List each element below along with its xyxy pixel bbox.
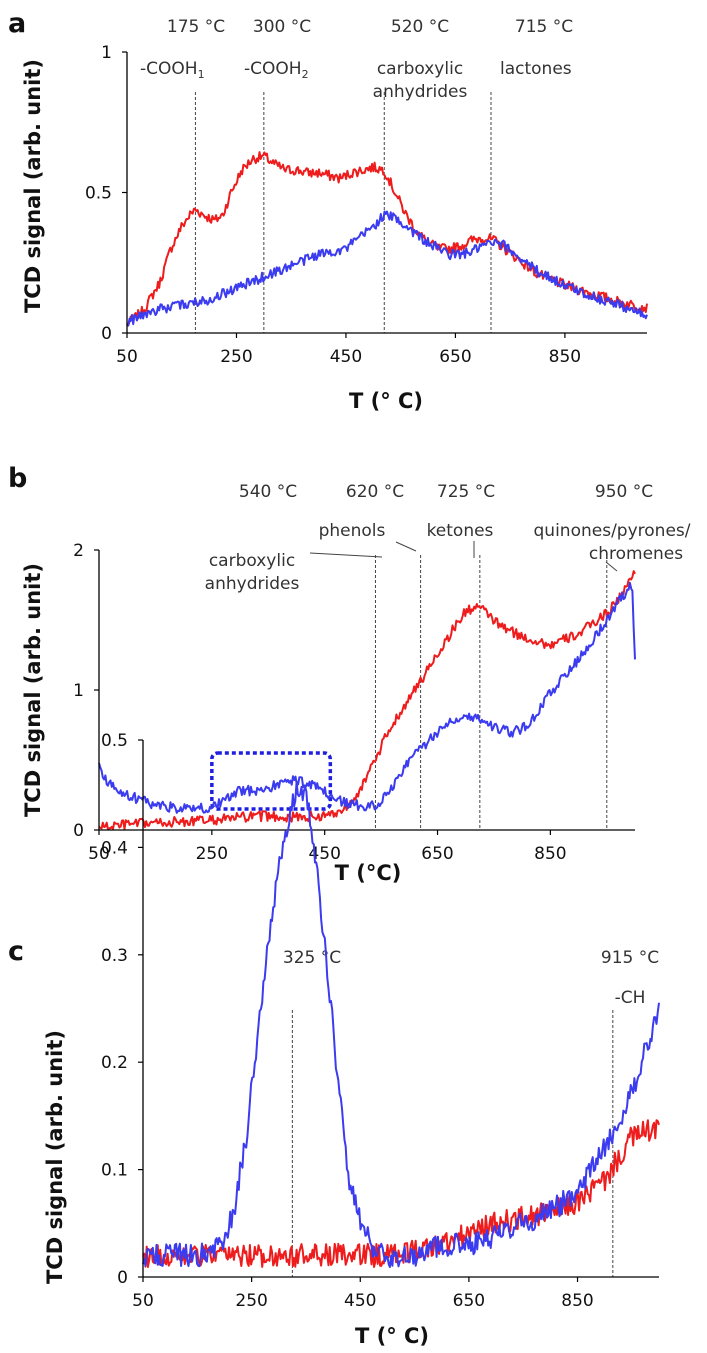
panel-label-a: a	[8, 8, 26, 39]
x-tick-label-c-1: 250	[235, 1291, 267, 1311]
marker-group-b-2: phenols	[319, 521, 386, 541]
x-axis-label-c: T (° C)	[355, 1324, 429, 1348]
marker-temp-c-1: 325 °C	[283, 948, 341, 968]
x-tick-label-b-1: 250	[196, 844, 228, 864]
x-tick-label-a-2: 450	[330, 347, 362, 367]
series-blue-b	[98, 581, 636, 814]
marker-group-a-3: carboxylic	[377, 59, 463, 79]
marker-group-b-1: carboxylic	[209, 551, 295, 571]
x-tick-label-b-3: 650	[421, 844, 453, 864]
y-axis-label-b: TCD signal (arb. unit)	[21, 563, 45, 817]
marker-temp-b-4: 950 °C	[595, 482, 653, 502]
marker-group-b-3: ketones	[427, 521, 494, 541]
marker-group-a-2: -COOH2	[244, 59, 309, 81]
x-tick-label-b-4: 850	[534, 844, 566, 864]
marker-group-a-1: -COOH1	[140, 59, 205, 81]
y-tick-label-c-3: 0.3	[101, 946, 128, 966]
x-tick-label-b-2: 450	[308, 844, 340, 864]
x-tick-label-b-0: 50	[88, 844, 110, 864]
leader-line-b-4	[605, 561, 618, 572]
leader-line-b-2	[395, 541, 417, 552]
marker-group-a-4: lactones	[500, 59, 572, 79]
marker-group-b-4: quinones/pyrones/	[534, 521, 691, 541]
y-tick-label-c-4: 0.4	[101, 838, 128, 858]
y-tick-label-c-1: 0.1	[101, 1161, 128, 1181]
marker-group-b-1b: anhydrides	[205, 574, 300, 594]
marker-temp-a-3: 520 °C	[391, 17, 449, 37]
marker-temp-a-4: 715 °C	[515, 17, 573, 37]
marker-temp-b-2: 620 °C	[346, 482, 404, 502]
panel-b: b 540 °C 620 °C 725 °C 950 °C phenols ke…	[8, 463, 691, 885]
marker-temp-a-1: 175 °C	[167, 17, 225, 37]
y-tick-label-c-0: 0	[117, 1268, 128, 1288]
y-tick-label-b-0: 0	[73, 821, 84, 841]
plot-area-a: 0 0.5 1 50 250 450 650 850	[85, 43, 648, 367]
plot-area-c: 0 0.1 0.2 0.3 0.4 0.5 50 250 450 650 850	[101, 731, 660, 1311]
panel-c: c 325 °C 915 °C -CH TCD signal (arb. uni…	[8, 731, 660, 1348]
y-tick-label-a-0: 0	[101, 324, 112, 344]
x-tick-label-c-0: 50	[132, 1291, 154, 1311]
y-tick-label-a-2: 1	[101, 43, 112, 63]
x-tick-label-c-4: 850	[561, 1291, 593, 1311]
marker-group-a-3b: anhydrides	[373, 82, 468, 102]
panel-label-b: b	[8, 463, 27, 494]
x-axis-label-b: T (°C)	[335, 861, 402, 885]
series-blue-c	[142, 780, 660, 1268]
y-axis-label-a: TCD signal (arb. unit)	[21, 59, 45, 313]
marker-temp-a-2: 300 °C	[253, 17, 311, 37]
series-red-b	[98, 570, 636, 831]
marker-temp-c-2: 915 °C	[601, 948, 659, 968]
x-tick-label-a-0: 50	[116, 347, 138, 367]
series-blue-a	[126, 210, 648, 327]
x-tick-label-a-3: 650	[439, 347, 471, 367]
x-tick-label-c-2: 450	[344, 1291, 376, 1311]
y-tick-label-a-1: 0.5	[85, 184, 112, 204]
leader-line-b-1	[309, 552, 383, 558]
series-red-c	[142, 1119, 660, 1268]
panel-label-c: c	[8, 936, 24, 967]
y-tick-label-b-1: 1	[73, 681, 84, 701]
panel-a: a 175 °C 300 °C 520 °C 715 °C -COOH1 -CO…	[8, 8, 648, 413]
y-tick-label-c-5: 0.5	[101, 731, 128, 751]
y-tick-label-b-2: 2	[73, 541, 84, 561]
x-tick-label-a-1: 250	[220, 347, 252, 367]
series-red-a	[126, 151, 648, 327]
marker-group-c-2: -CH	[615, 988, 646, 1008]
y-tick-label-c-2: 0.2	[101, 1053, 128, 1073]
x-tick-label-a-4: 850	[549, 347, 581, 367]
x-tick-label-c-3: 650	[453, 1291, 485, 1311]
y-axis-label-c: TCD signal (arb. unit)	[43, 1030, 67, 1284]
marker-temp-b-1: 540 °C	[239, 482, 297, 502]
marker-temp-b-3: 725 °C	[437, 482, 495, 502]
marker-group-b-4b: chromenes	[589, 544, 683, 564]
x-axis-label-a: T (° C)	[349, 389, 423, 413]
